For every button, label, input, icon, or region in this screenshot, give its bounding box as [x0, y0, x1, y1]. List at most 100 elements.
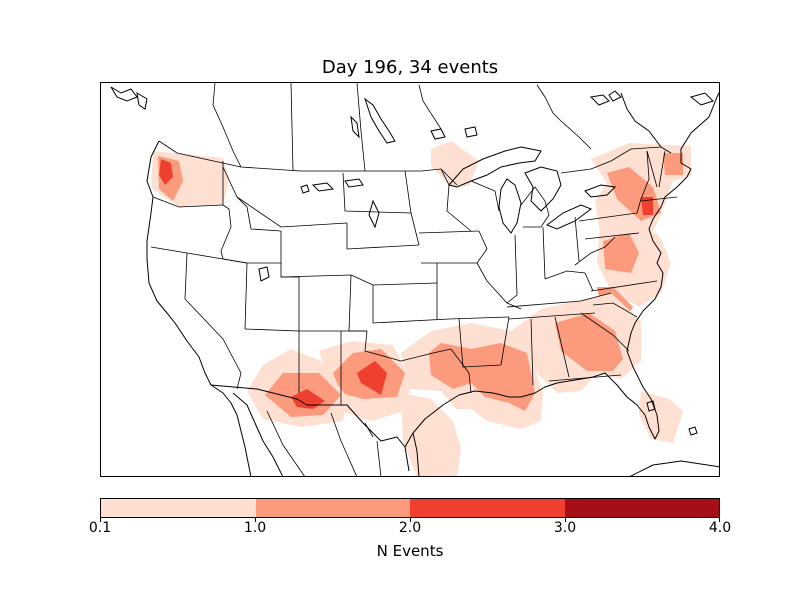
- lake-sakakawea: [311, 182, 335, 192]
- colorbar-tick-label: 1.0: [243, 520, 267, 536]
- wa-or-border: [152, 196, 224, 208]
- wi-mi-border: [470, 180, 500, 212]
- lake-nipigon: [464, 126, 478, 138]
- lake-erie: [545, 204, 593, 230]
- tn-ms-al-border: [508, 312, 596, 320]
- mich-lower: [520, 186, 550, 228]
- colorbar-tick-label: 4.0: [708, 520, 732, 536]
- canada-lakes: [110, 86, 714, 436]
- colorbar-tick-mark: [410, 518, 411, 522]
- colorbar-tick-mark: [100, 518, 101, 522]
- contour-georgia-mid: [555, 313, 623, 371]
- mexico-coast-south: [412, 432, 420, 476]
- id-mt-border: [222, 166, 282, 232]
- map-panel: [100, 82, 720, 477]
- west-coast: [146, 140, 252, 476]
- great-salt-lake: [258, 266, 270, 282]
- lake-oahe: [368, 199, 380, 229]
- contour-south-texas: [401, 393, 461, 476]
- nh-me-border: [658, 150, 666, 188]
- mn-wi-border: [440, 168, 472, 232]
- mt-wy-border: [236, 196, 348, 228]
- lake-manitoba: [350, 115, 360, 139]
- mn-ia-border: [418, 230, 480, 234]
- lake-winnipeg: [364, 97, 396, 144]
- quebec-lake: [608, 90, 622, 102]
- ms-al-border: [530, 318, 534, 386]
- pa-md-border: [584, 232, 640, 240]
- ut-co-border: [280, 231, 300, 331]
- in-oh-border: [542, 226, 546, 280]
- ar-ms-border: [500, 316, 510, 366]
- ga-fl-border: [548, 374, 622, 382]
- il-in-border: [506, 234, 518, 304]
- lake-huron: [524, 166, 562, 212]
- mexico-border: [210, 384, 410, 472]
- colorbar-segment-1: [255, 499, 410, 517]
- wa-id-border: [222, 161, 230, 210]
- al-ga-border: [554, 316, 570, 378]
- colorbar-label: N Events: [376, 542, 444, 560]
- colorbar-tick-label: 0.1: [88, 520, 112, 536]
- ca-az-border: [236, 372, 242, 390]
- canada-border: [158, 140, 662, 186]
- contour-southern-plains-peak: [357, 361, 387, 395]
- nd-sd-border: [342, 172, 412, 214]
- colorbar-segment-0: [101, 499, 256, 517]
- lake-okeechobee: [646, 400, 656, 412]
- colorbar-tick-mark: [255, 518, 256, 522]
- provincial-lines: [212, 83, 592, 172]
- pa-ny-border: [578, 198, 642, 222]
- ca-nv-border: [184, 252, 242, 374]
- nc-sc-border: [592, 302, 638, 318]
- wy-co-border: [280, 274, 352, 278]
- nd-mn-border: [404, 170, 420, 246]
- la-tx-border: [450, 348, 472, 394]
- il-ky-border: [486, 280, 522, 310]
- colorbar-segment-3: [564, 499, 719, 517]
- baja-gulf-coast: [232, 392, 284, 476]
- colorbar-segment-2: [410, 499, 565, 517]
- florida-keys: [688, 426, 698, 436]
- gulf-st-lawrence-isle: [689, 92, 714, 106]
- ny-vt-border: [640, 150, 650, 200]
- colorbar-tick-label: 2.0: [398, 520, 422, 536]
- devils-lake: [344, 178, 364, 188]
- ia-il-border: [476, 230, 488, 282]
- contour-mid-atlantic-mid: [603, 233, 639, 273]
- contour-pacific-northwest-peak: [159, 159, 173, 185]
- yellowstone-lake: [300, 184, 310, 194]
- va-nc-border: [590, 280, 658, 292]
- ar-la-border: [458, 318, 502, 368]
- mo-ar-border: [448, 316, 510, 320]
- oh-pa-border: [574, 216, 580, 262]
- colorbar: [100, 498, 720, 518]
- contour-upper-midwest: [431, 141, 479, 187]
- event-contours: [151, 141, 691, 476]
- colorbar-tick-mark: [719, 518, 720, 522]
- gulf-coast-line: [404, 91, 719, 448]
- cuba-coast: [629, 460, 719, 476]
- ks-ok-border: [372, 285, 450, 324]
- lake-ontario: [584, 184, 617, 198]
- vt-nh-border: [646, 150, 658, 188]
- map-title: Day 196, 34 events: [321, 57, 499, 78]
- id-ut-border: [222, 258, 281, 264]
- colorbar-tick-label: 3.0: [553, 520, 577, 536]
- ma-ct-border: [640, 196, 678, 202]
- mexico-state-lines: [266, 410, 382, 476]
- lake-michigan: [498, 178, 522, 234]
- or-id-border: [220, 208, 232, 260]
- ne-ks-border: [350, 274, 438, 286]
- ga-sc-border: [580, 312, 630, 352]
- colorbar-tick-mark: [565, 518, 566, 522]
- sd-ne-border: [346, 223, 420, 250]
- ok-tx-border: [364, 330, 452, 362]
- hudson-lake: [589, 94, 610, 106]
- ky-tn-border: [506, 292, 612, 308]
- upper-east-coast: [620, 92, 672, 154]
- contour-maine: [663, 153, 683, 175]
- map-svg: [110, 83, 719, 476]
- nv-ut-border: [244, 262, 248, 330]
- state-borders: [150, 83, 678, 476]
